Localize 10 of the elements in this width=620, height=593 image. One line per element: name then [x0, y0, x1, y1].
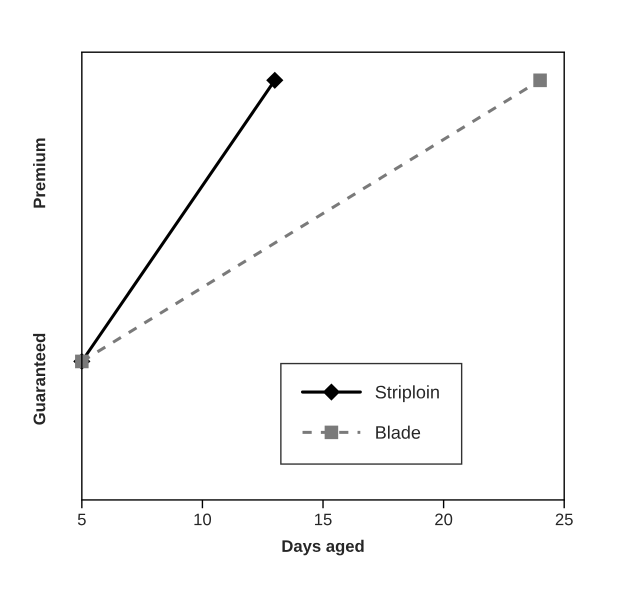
- text: Premium: [33, 138, 46, 208]
- legend-label: Blade: [376, 426, 420, 439]
- x-tick-label: 5: [78, 514, 86, 526]
- x-tick-label: 25: [556, 514, 573, 526]
- x-tick-label: 15: [315, 514, 332, 526]
- legend-label: Striploin: [376, 385, 439, 402]
- x-tick-label: 20: [435, 514, 452, 526]
- x-tick-label: 10: [194, 514, 212, 526]
- text: Guaranteed: [33, 334, 46, 425]
- x-axis-title: Days aged: [282, 540, 364, 556]
